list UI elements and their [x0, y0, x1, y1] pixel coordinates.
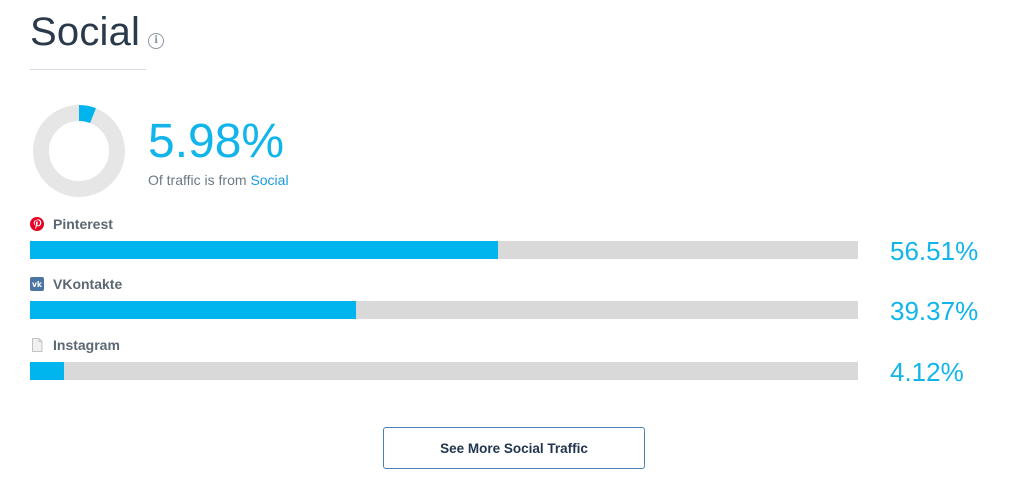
source-name: Instagram — [53, 337, 120, 353]
document-icon — [32, 338, 43, 352]
see-more-social-traffic-button[interactable]: See More Social Traffic — [383, 427, 645, 469]
pinterest-icon — [30, 217, 44, 231]
social-share-donut — [33, 105, 125, 197]
source-bar-fill — [30, 301, 356, 319]
vkontakte-icon: vk — [30, 277, 44, 291]
section-header: Social i — [30, 8, 165, 56]
donut-track — [33, 105, 125, 197]
source-label[interactable]: vk VKontakte — [30, 276, 122, 292]
source-bar-fill — [30, 241, 498, 259]
source-name: VKontakte — [53, 276, 123, 292]
source-percent: 39.37% — [890, 296, 979, 326]
source-row-pinterest: Pinterest 56.51% — [30, 216, 990, 272]
social-link[interactable]: Social — [250, 172, 289, 188]
source-bar-fill — [30, 362, 65, 380]
source-row-vkontakte: vk VKontakte 39.37% — [30, 276, 990, 332]
svg-text:vk: vk — [32, 280, 43, 289]
source-name: Pinterest — [53, 216, 113, 232]
info-icon[interactable]: i — [148, 33, 165, 49]
source-percent: 4.12% — [890, 357, 964, 387]
source-label[interactable]: Instagram — [30, 337, 120, 353]
source-percent: 56.51% — [890, 236, 979, 266]
title-divider — [30, 69, 146, 70]
page-title: Social — [30, 10, 141, 54]
source-bar-track — [30, 362, 858, 380]
source-row-instagram: Instagram 4.12% — [30, 337, 990, 393]
source-bar-track — [30, 301, 858, 319]
donut-value-arc — [33, 105, 125, 197]
traffic-caption: Of traffic is from Social — [148, 172, 289, 188]
source-bar-track — [30, 241, 858, 259]
traffic-caption-text: Of traffic is from — [148, 172, 251, 188]
source-label[interactable]: Pinterest — [30, 216, 113, 232]
social-traffic-percent: 5.98% — [148, 115, 285, 168]
